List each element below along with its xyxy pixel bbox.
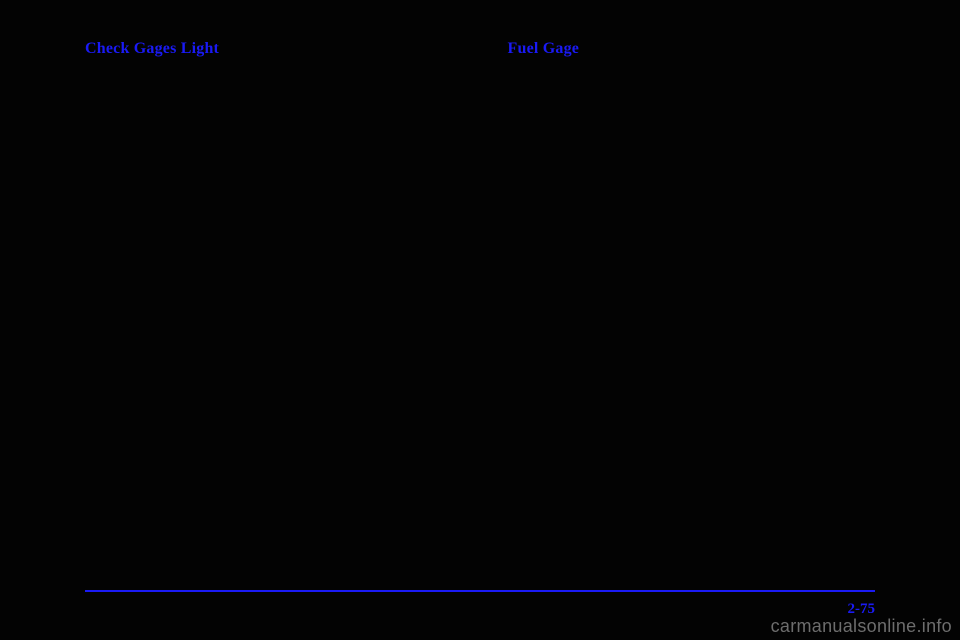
watermark-text: carmanualsonline.info <box>771 616 952 637</box>
two-column-layout: Check Gages Light Fuel Gage <box>0 0 960 58</box>
right-heading: Fuel Gage <box>508 40 881 58</box>
left-column: Check Gages Light <box>85 40 458 58</box>
right-column: Fuel Gage <box>508 40 881 58</box>
left-heading: Check Gages Light <box>85 40 458 58</box>
page-root: Check Gages Light Fuel Gage 2-75 carmanu… <box>0 0 960 640</box>
footer-divider <box>85 590 875 592</box>
